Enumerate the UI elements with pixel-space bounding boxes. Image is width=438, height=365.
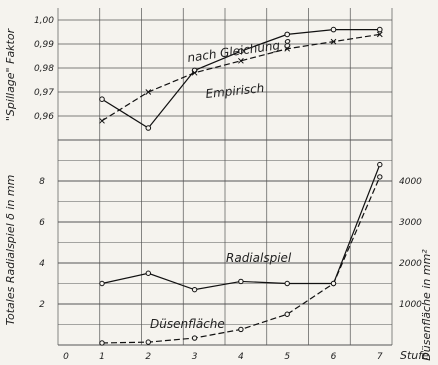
data-point (99, 340, 105, 346)
x-tick-label: 4 (238, 352, 244, 362)
data-point (191, 286, 198, 293)
y-axis-label-top: "Spillage" Faktor (4, 27, 17, 121)
y-tick-label-left: 2 (39, 300, 45, 310)
y-axis-label-right: Düsenfläche in mm² (420, 249, 433, 361)
labels: nach Gleichung 8 Empirisch Radialspiel Düse… (4, 27, 433, 362)
y-tick-label-right: 1000 (399, 300, 422, 310)
data-point (191, 69, 198, 76)
x-axis-label: Stufe (400, 349, 429, 362)
x-tick-label: 1 (99, 352, 105, 362)
data-point (99, 117, 105, 124)
data-point (191, 335, 198, 341)
series-label-radialspiel: Radialspiel (226, 251, 292, 265)
x-tick-label: 2 (145, 352, 151, 362)
data-point (284, 45, 291, 52)
data-point (99, 96, 105, 102)
series-label-empirisch: Empirisch (205, 81, 265, 101)
y-tick-label: 0,98 (34, 64, 54, 74)
data-point (191, 67, 198, 74)
data-point (376, 31, 383, 38)
data-point (284, 311, 290, 317)
data-point (330, 280, 337, 287)
y-tick-label: 0,99 (34, 40, 54, 50)
data-point (238, 48, 244, 55)
data-point (145, 125, 152, 131)
data-point (99, 280, 105, 287)
y-axis-label-left: Totales Radialspiel δ in mm (4, 175, 17, 326)
series-line-0 (101, 164, 381, 291)
y-tick-label-right: 4000 (399, 177, 422, 187)
y-tick-label-right: 3000 (399, 218, 422, 228)
data-point (284, 31, 291, 38)
series-label-duesenflaeche: Düsenfläche (150, 317, 225, 331)
y-tick-label: 1,00 (34, 16, 54, 26)
data-point (377, 174, 383, 180)
x-tick-label: 3 (192, 352, 198, 362)
y-tick-label-right: 2000 (399, 259, 422, 269)
data-point (284, 280, 290, 287)
data-point (145, 89, 152, 95)
x-tick-label: 7 (377, 352, 383, 362)
x-tick-label: 6 (331, 352, 337, 362)
data-point (238, 278, 244, 285)
data-point (377, 161, 383, 168)
y-tick-label-left: 8 (39, 177, 45, 187)
data-point (145, 270, 152, 276)
data-point (145, 339, 152, 345)
series-label-nach-gleichung: nach Gleichung 8 (186, 36, 292, 65)
radial-clearance-panel: 2 4 6 8 1000 2000 3000 4000 0 1 2 3 4 5 6 7 (39, 139, 422, 362)
data-point (238, 57, 244, 64)
data-point (330, 38, 337, 45)
data-point (330, 26, 337, 33)
y-tick-label-left: 6 (39, 218, 45, 228)
y-tick-label: 0,97 (34, 88, 54, 98)
data-point (238, 326, 244, 333)
y-tick-label: 0,96 (34, 112, 54, 122)
spillage-panel: 1,00 0,99 0,98 0,97 0,96 (34, 8, 393, 345)
x-tick-label: 0 (63, 352, 69, 362)
x-tick-label: 5 (284, 352, 290, 362)
y-tick-label-left: 4 (39, 259, 45, 269)
data-point (377, 26, 383, 33)
